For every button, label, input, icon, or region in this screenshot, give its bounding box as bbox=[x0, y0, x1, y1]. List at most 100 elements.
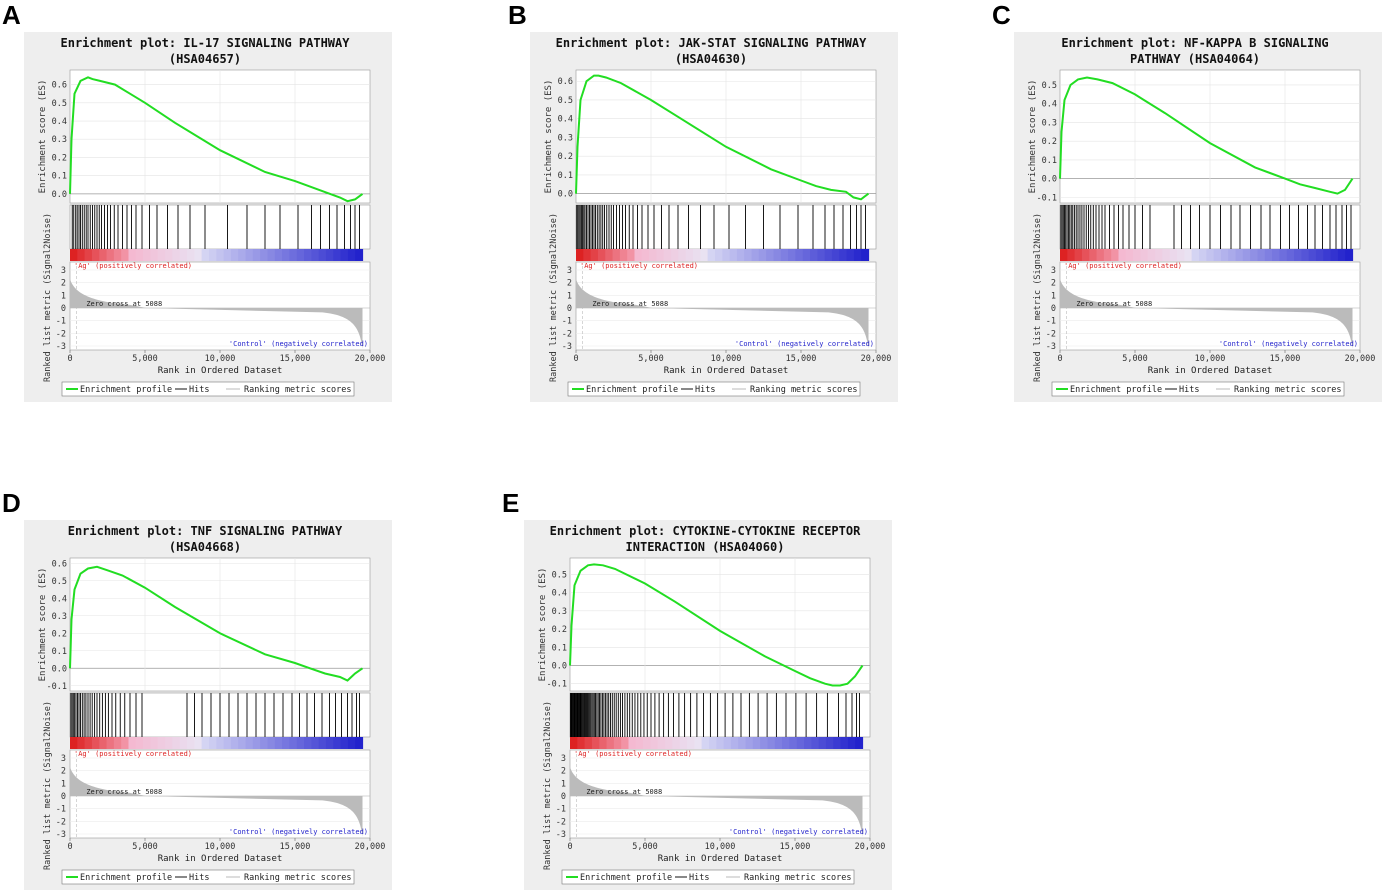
x-tick-label: 0 bbox=[567, 842, 572, 852]
ranked-color-bar-segment bbox=[245, 737, 254, 749]
ranked-color-bar-segment bbox=[1213, 249, 1222, 261]
legend-label: Ranking metric scores bbox=[244, 385, 351, 395]
ranked-color-bar-segment bbox=[1169, 249, 1178, 261]
ranked-color-bar-segment bbox=[1294, 249, 1302, 261]
chart-title-line: Enrichment plot: JAK-STAT SIGNALING PATH… bbox=[556, 36, 867, 50]
ranked-color-bar-segment bbox=[831, 249, 840, 261]
enrichment-profile-line bbox=[575, 74, 870, 201]
ranked-color-bar-segment bbox=[597, 249, 606, 261]
ranked-color-bar-segment bbox=[77, 737, 86, 749]
ranked-color-bar-segment bbox=[304, 737, 312, 749]
zero-cross-label: Zero cross at 5088 bbox=[86, 788, 162, 796]
es-tick-label: 0.3 bbox=[558, 133, 573, 143]
ranked-color-bar-segment bbox=[84, 249, 93, 261]
ranked-color-bar-segment bbox=[1162, 249, 1171, 261]
ranked-color-bar-segment bbox=[179, 249, 188, 261]
ranked-color-bar-segment bbox=[1111, 249, 1120, 261]
ranked-color-bar-segment bbox=[172, 249, 181, 261]
ranked-color-bar-segment bbox=[824, 249, 833, 261]
ranked-color-bar-segment bbox=[1279, 249, 1288, 261]
es-tick-label: 0.5 bbox=[552, 570, 567, 580]
ranked-color-bar-segment bbox=[1155, 249, 1163, 261]
ranked-color-bar-segment bbox=[635, 737, 644, 749]
metric-axis-label: Ranked list metric (Signal2Noise) bbox=[549, 213, 559, 382]
metric-axis-label: Ranked list metric (Signal2Noise) bbox=[543, 701, 553, 870]
ranked-color-bar-segment bbox=[804, 737, 812, 749]
ranked-color-bar-segment bbox=[157, 737, 166, 749]
legend-label: Enrichment profile bbox=[80, 385, 172, 395]
ranked-color-bar-segment bbox=[77, 249, 86, 261]
hits-area bbox=[569, 692, 871, 738]
x-tick-label: 5,000 bbox=[132, 354, 158, 364]
ranked-color-bar-segment bbox=[267, 249, 276, 261]
panel-letter: C bbox=[992, 0, 1011, 30]
es-axis-label: Enrichment score (ES) bbox=[538, 568, 548, 682]
ranked-color-bar-segment bbox=[99, 249, 108, 261]
ranked-color-bar-segment bbox=[722, 249, 731, 261]
zero-cross-label: Zero cross at 5088 bbox=[592, 300, 668, 308]
ranked-color-bar-segment bbox=[194, 737, 203, 749]
ranked-color-bar-segment bbox=[612, 249, 621, 261]
ranked-color-bar-segment bbox=[641, 249, 650, 261]
ranked-color-bar-segment bbox=[311, 249, 320, 261]
ranked-color-bar-segment bbox=[716, 737, 725, 749]
x-tick-label: 15,000 bbox=[280, 354, 311, 364]
es-tick-label: 0.3 bbox=[52, 612, 67, 622]
ranked-color-bar-segment bbox=[774, 737, 783, 749]
ranked-color-bar-segment bbox=[157, 249, 166, 261]
enrichment-chart: Enrichment plot: NF-KAPPA B SIGNALING PAT… bbox=[1014, 32, 1382, 402]
ranked-color-bar-segment bbox=[208, 249, 217, 261]
ranked-color-bar-segment bbox=[282, 249, 290, 261]
ranked-color-bar-segment bbox=[780, 249, 789, 261]
es-tick-label: 0.1 bbox=[552, 643, 567, 653]
es-tick-label: -0.1 bbox=[47, 682, 67, 692]
ranked-color-bar-segment bbox=[1250, 249, 1259, 261]
chart-title-line: INTERACTION (HSA04060) bbox=[626, 540, 785, 554]
positive-correlation-label: 'Ag' (positively correlated) bbox=[574, 750, 692, 758]
x-tick-label: 0 bbox=[67, 842, 72, 852]
ranked-color-bar-segment bbox=[1060, 249, 1068, 261]
ranked-color-bar-segment bbox=[795, 249, 804, 261]
x-tick-label: 0 bbox=[573, 354, 578, 364]
x-tick-label: 20,000 bbox=[355, 354, 386, 364]
ranked-color-bar-segment bbox=[744, 249, 753, 261]
x-tick-label: 20,000 bbox=[861, 354, 892, 364]
x-tick-label: 20,000 bbox=[355, 842, 386, 852]
ranked-color-bar-segment bbox=[767, 737, 776, 749]
ranked-color-bar-segment bbox=[855, 737, 864, 749]
x-tick-label: 15,000 bbox=[786, 354, 817, 364]
ranked-color-bar-segment bbox=[570, 737, 578, 749]
ranked-color-bar-segment bbox=[238, 249, 247, 261]
enrichment-panel-b: Enrichment plot: JAK-STAT SIGNALING PATH… bbox=[506, 0, 906, 402]
ranked-color-bar-segment bbox=[788, 249, 796, 261]
es-tick-label: 0.1 bbox=[52, 647, 67, 657]
metric-tick-label: 3 bbox=[61, 754, 66, 764]
x-axis-label: Rank in Ordered Dataset bbox=[658, 854, 783, 864]
ranked-color-bar-segment bbox=[121, 249, 130, 261]
metric-tick-label: -3 bbox=[556, 830, 566, 840]
ranked-color-bar-segment bbox=[701, 737, 710, 749]
metric-tick-label: 3 bbox=[561, 754, 566, 764]
ranked-color-bar-segment bbox=[833, 737, 842, 749]
enrichment-panel-d: Enrichment plot: TNF SIGNALING PATHWAY (H… bbox=[0, 488, 400, 890]
negative-correlation-label: 'Control' (negatively correlated) bbox=[1219, 340, 1358, 348]
ranked-color-bar-segment bbox=[230, 249, 239, 261]
legend-label: Hits bbox=[695, 385, 715, 395]
ranked-color-bar-segment bbox=[839, 249, 848, 261]
metric-tick-label: 3 bbox=[1051, 266, 1056, 276]
x-tick-label: 10,000 bbox=[711, 354, 742, 364]
es-tick-label: -0.1 bbox=[1037, 193, 1057, 203]
ranked-color-bar-segment bbox=[252, 737, 261, 749]
ranked-color-bar-segment bbox=[656, 249, 665, 261]
enrichment-chart: Enrichment plot: IL-17 SIGNALING PATHWAY… bbox=[24, 32, 392, 402]
es-tick-label: 0.6 bbox=[52, 559, 67, 569]
ranked-color-bar-segment bbox=[1067, 249, 1076, 261]
ranked-color-bar-segment bbox=[1242, 249, 1251, 261]
ranked-color-bar-segment bbox=[714, 249, 723, 261]
ranked-color-bar-segment bbox=[599, 737, 608, 749]
ranked-color-bar-segment bbox=[223, 737, 232, 749]
ranked-color-bar-segment bbox=[650, 737, 659, 749]
enrichment-chart: Enrichment plot: CYTOKINE-CYTOKINE RECEP… bbox=[524, 520, 892, 890]
es-tick-label: 0.6 bbox=[52, 81, 67, 91]
x-tick-label: 5,000 bbox=[638, 354, 664, 364]
